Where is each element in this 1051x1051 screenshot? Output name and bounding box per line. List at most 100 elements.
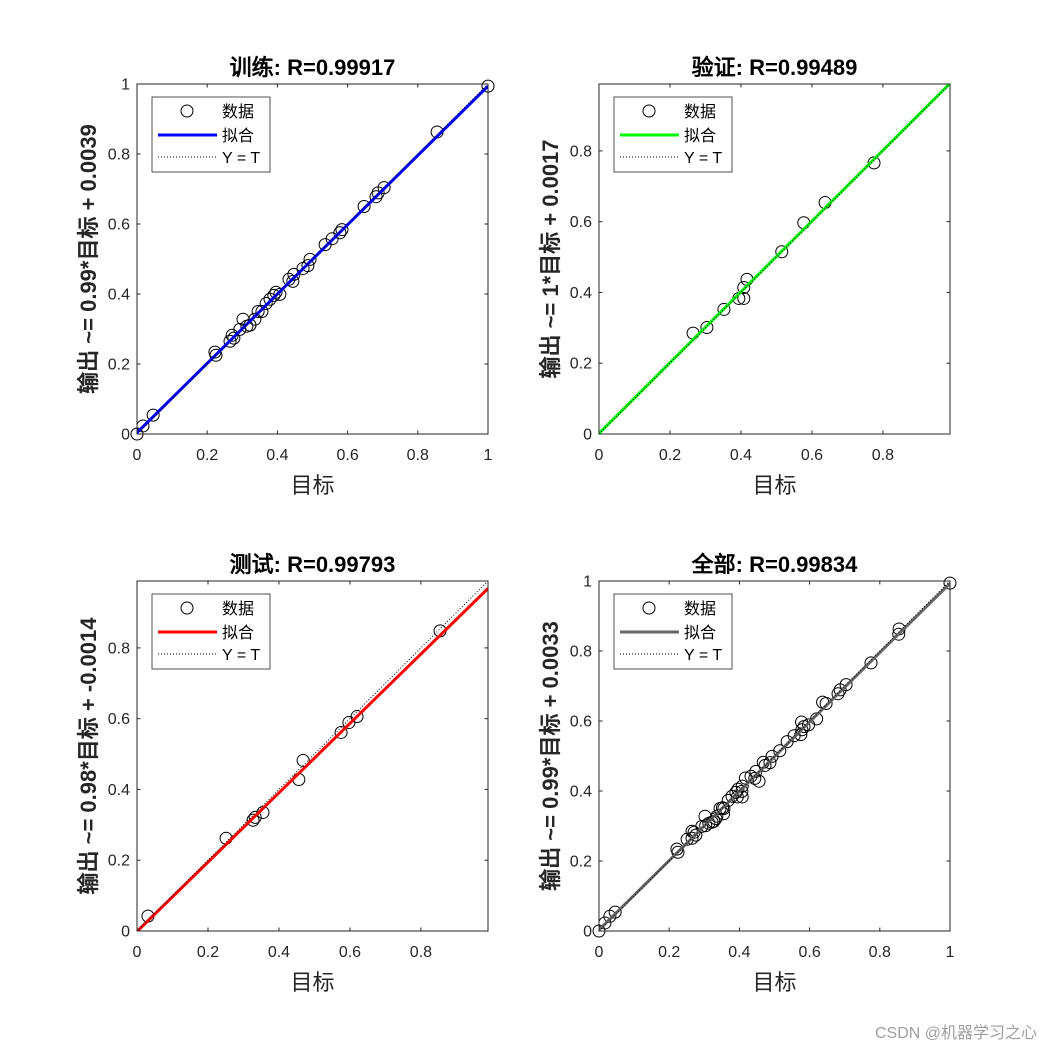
legend-marker-circle [642, 601, 656, 615]
legend-label: 数据 [684, 600, 716, 618]
data-point [303, 252, 317, 266]
data-point [680, 832, 694, 846]
x-tick-label: 0.8 [407, 447, 429, 464]
chart-title: 训练: R=0.99917 [230, 55, 396, 80]
y-tick-label: 0.4 [108, 287, 130, 304]
y-tick-label: 0.6 [570, 214, 592, 231]
legend-label: 拟合 [684, 624, 716, 642]
x-tick-label: 0.4 [730, 447, 752, 464]
data-point [699, 819, 713, 833]
watermark: CSDN @机器学习之心 [875, 1024, 1037, 1042]
y-axis-label: 输出 ~= 0.99*目标 + 0.0033 [538, 621, 563, 891]
data-point [839, 678, 853, 692]
y-axis-label: 输出 ~= 0.99*目标 + 0.0039 [76, 124, 101, 394]
y-tick-label: 0.8 [108, 640, 130, 657]
y-tick-label: 0.8 [108, 147, 130, 164]
legend-label: 数据 [222, 103, 254, 121]
data-point [748, 771, 762, 785]
x-tick-label: 0 [133, 944, 142, 961]
x-tick-label: 0.4 [728, 944, 750, 961]
x-tick-label: 0 [595, 944, 604, 961]
data-point [603, 909, 617, 923]
data-point [301, 259, 315, 273]
y-tick-label: 0.8 [570, 143, 592, 160]
data-point [795, 723, 809, 737]
y-tick-label: 1 [121, 77, 130, 94]
x-tick-label: 0.6 [801, 447, 823, 464]
regression-panel: 0 0.2 0.4 0.6 0.8 0 0.2 0.4 0.6 0.8 验证: R=0.99489 目… [538, 55, 951, 498]
data-point [286, 274, 300, 288]
data-point [700, 320, 714, 334]
x-tick-label: 0.6 [798, 944, 820, 961]
data-point [333, 226, 347, 240]
legend-label: 拟合 [222, 624, 254, 642]
y-axis-label: 输出 ~= 0.98*目标 + -0.0014 [76, 617, 101, 895]
data-point [209, 348, 223, 362]
data-point [775, 245, 789, 259]
data-point [773, 744, 787, 758]
data-point [255, 305, 269, 318]
legend-marker-circle [180, 601, 194, 615]
data-point [685, 831, 699, 845]
y-tick-label: 0.2 [108, 853, 130, 870]
data-point [369, 190, 383, 204]
x-tick-label: 0.6 [336, 447, 358, 464]
data-point [864, 656, 878, 670]
legend-label: Y = T [222, 150, 260, 167]
data-point [146, 408, 160, 422]
data-point [892, 627, 906, 641]
data-point [867, 156, 881, 170]
data-point [267, 288, 281, 302]
y-tick-label: 0.4 [570, 784, 592, 801]
legend-label: 数据 [684, 103, 716, 121]
data-point [752, 774, 766, 788]
y-tick-label: 0 [583, 427, 592, 444]
data-point [737, 280, 751, 294]
data-point [269, 285, 283, 299]
data-point [671, 845, 685, 859]
y-tick-label: 0.6 [108, 217, 130, 234]
data-point [335, 223, 349, 237]
x-axis-label: 目标 [290, 473, 334, 498]
regression-panel: 0 0.2 0.4 0.6 0.8 0 0.2 0.4 0.6 0.8 测试: R=0.99793 目… [76, 552, 489, 995]
x-axis-label: 目标 [752, 473, 796, 498]
data-points [592, 576, 957, 938]
x-tick-label: 0.2 [659, 447, 681, 464]
data-point [357, 200, 371, 213]
data-point [749, 764, 763, 778]
y-tick-label: 0.2 [108, 357, 130, 374]
x-tick-label: 1 [946, 944, 955, 961]
data-point [689, 828, 703, 842]
data-point [282, 272, 296, 286]
x-tick-label: 0.2 [196, 447, 218, 464]
x-axis-label: 目标 [290, 970, 334, 995]
legend-label: 拟合 [222, 127, 254, 145]
legend-label: Y = T [684, 647, 722, 664]
legend-label: Y = T [684, 150, 722, 167]
legend-label: 数据 [222, 600, 254, 618]
x-axis-label: 目标 [752, 970, 796, 995]
y-tick-label: 0 [583, 924, 592, 941]
data-point [730, 790, 744, 804]
legend-label: Y = T [222, 647, 260, 664]
data-point [377, 181, 391, 195]
data-point [296, 753, 310, 767]
data-point [350, 710, 364, 724]
subplot-grid: 0 0.2 0.4 0.6 0.8 1 0 0.2 0.4 0.6 0.8 1 训练: R=0.9991… [76, 55, 957, 995]
data-point [735, 790, 749, 804]
y-tick-label: 0.4 [108, 782, 130, 799]
y-tick-label: 0.4 [570, 285, 592, 302]
y-tick-label: 0.6 [570, 714, 592, 731]
regression-panel: 0 0.2 0.4 0.6 0.8 1 0 0.2 0.4 0.6 0.8 1 训练: R=0.9991… [76, 55, 495, 498]
data-point [273, 287, 287, 301]
y-tick-label: 0 [121, 924, 130, 941]
data-point [763, 756, 777, 770]
data-point [334, 725, 348, 739]
data-point [744, 769, 758, 783]
data-point [248, 810, 262, 824]
legend-marker-circle [642, 104, 656, 118]
